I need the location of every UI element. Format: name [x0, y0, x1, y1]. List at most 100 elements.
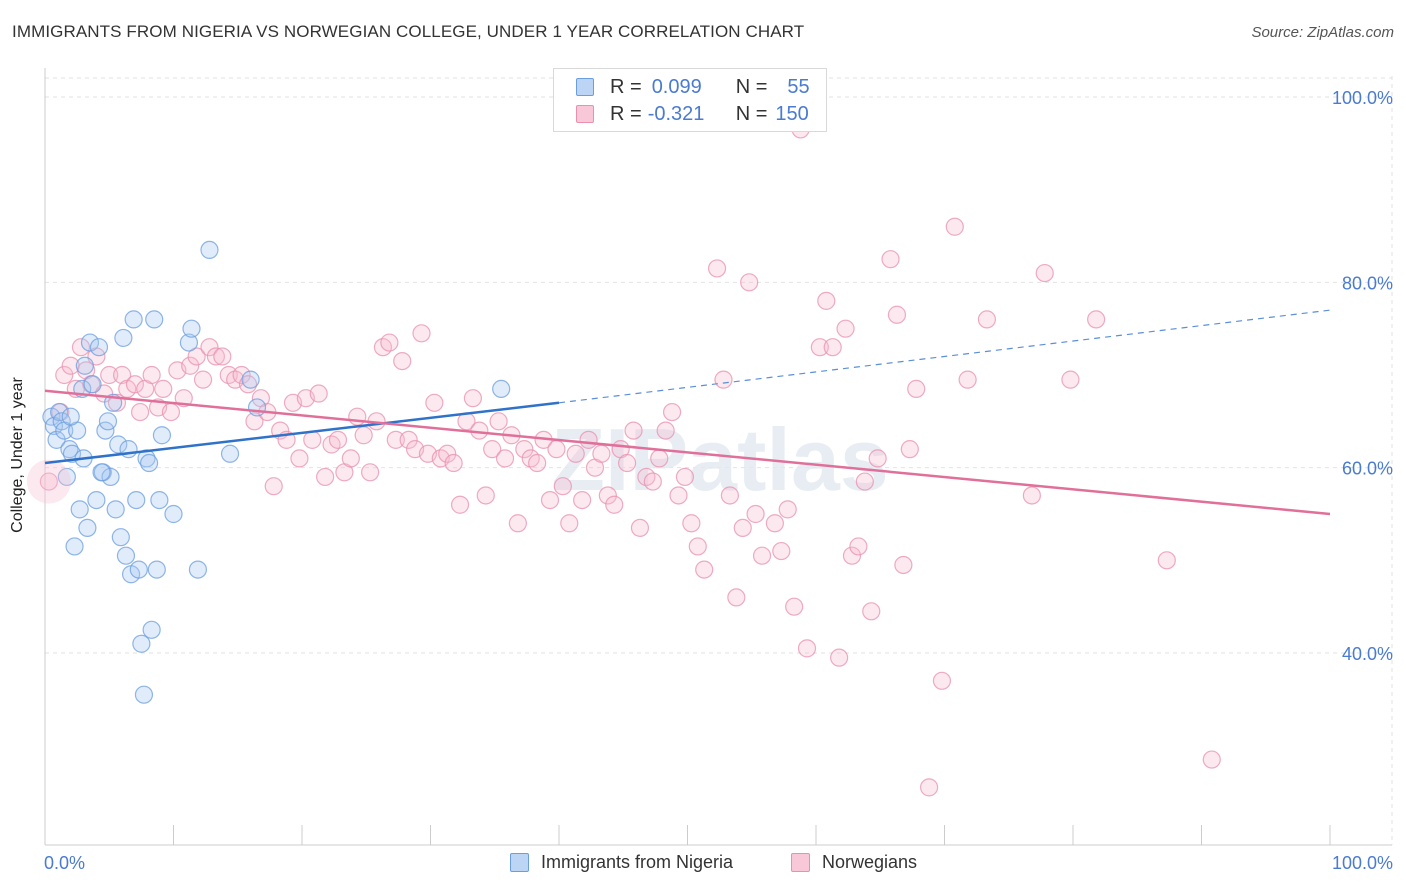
data-point-norwegians: [489, 412, 508, 431]
data-point-nigeria: [70, 500, 89, 519]
data-point-norwegians: [399, 430, 418, 449]
legend-item-nigeria[interactable]: Immigrants from Nigeria: [510, 852, 733, 873]
data-point-norwegians: [958, 370, 977, 389]
y-tick-label: 100.0%: [1332, 88, 1393, 108]
data-point-nigeria: [78, 518, 97, 538]
legend-row-norwegians: R = -0.321 N = 150: [576, 103, 809, 125]
data-point-nigeria: [247, 398, 267, 417]
data-point-norwegians: [907, 379, 926, 398]
axes: [44, 68, 1392, 846]
data-point-norwegians: [1061, 370, 1080, 389]
data-point-norwegians: [836, 319, 855, 338]
legend-swatch-norwegians: [791, 853, 810, 872]
data-point-nigeria: [492, 379, 511, 398]
data-point-norwegians: [450, 495, 470, 514]
data-point-norwegians: [425, 393, 444, 412]
data-point-nigeria: [89, 338, 109, 357]
data-point-norwegians: [463, 389, 483, 408]
data-point-norwegians: [605, 495, 624, 514]
legend-item-norwegians[interactable]: Norwegians: [791, 852, 917, 873]
data-point-norwegians: [720, 486, 740, 505]
data-point-norwegians: [1035, 263, 1054, 283]
data-point-norwegians: [444, 453, 463, 473]
data-point-norwegians: [682, 514, 701, 533]
data-point-norwegians: [181, 356, 200, 375]
data-point-nigeria: [150, 491, 169, 510]
data-point-nigeria: [111, 528, 130, 547]
trend-line-nigeria: [44, 401, 560, 465]
data-point-norwegians: [412, 324, 431, 343]
data-point-norwegians: [855, 472, 874, 491]
source-label: Source: ZipAtlas.com: [1251, 24, 1394, 41]
data-point-norwegians: [540, 491, 560, 510]
data-point-norwegians: [862, 602, 881, 621]
data-point-norwegians: [849, 537, 868, 556]
data-point-norwegians: [187, 347, 206, 366]
data-point-norwegians: [746, 504, 765, 524]
data-point-nigeria: [124, 310, 143, 329]
data-point-norwegians: [624, 421, 643, 440]
data-point-norwegians: [547, 440, 566, 459]
data-point-nigeria: [109, 435, 128, 454]
data-point-norwegians: [515, 440, 534, 459]
data-point-nigeria: [134, 685, 154, 704]
data-point-norwegians: [309, 384, 328, 403]
data-point-nigeria: [132, 634, 151, 653]
data-point-norwegians: [55, 365, 74, 385]
n-label: N =: [735, 75, 768, 98]
data-point-norwegians: [130, 402, 150, 422]
data-point-norwegians: [881, 250, 900, 269]
data-point-norwegians: [977, 310, 997, 329]
legend-label-norwegians: Norwegians: [822, 852, 918, 872]
data-point-norwegians: [560, 514, 579, 533]
data-point-norwegians: [1087, 310, 1106, 329]
data-point-norwegians: [142, 365, 161, 385]
data-point-norwegians: [573, 491, 592, 510]
trend-lines: [44, 309, 1331, 516]
data-point-norwegians: [817, 291, 836, 310]
data-point-nigeria: [83, 375, 102, 394]
data-point-norwegians: [200, 338, 219, 357]
data-point-nigeria: [152, 426, 172, 445]
data-point-norwegians: [797, 639, 817, 658]
data-point-norwegians: [1157, 551, 1176, 570]
data-point-norwegians: [161, 402, 181, 422]
data-point-norwegians: [714, 370, 733, 389]
data-point-norwegians: [125, 375, 145, 394]
data-point-norwegians: [675, 467, 695, 487]
data-point-norwegians: [868, 449, 887, 468]
data-point-norwegians: [662, 402, 682, 422]
data-point-norwegians: [112, 365, 132, 385]
data-point-nigeria: [139, 453, 159, 473]
data-point-nigeria: [142, 620, 161, 639]
data-point-nigeria: [87, 491, 106, 510]
data-point-norwegians: [290, 449, 309, 468]
y-tick-label: 80.0%: [1342, 273, 1393, 293]
tick-labels: 40.0% 60.0% 80.0% 100.0% 0.0% 100.0%: [44, 88, 1393, 873]
data-point-nigeria: [129, 560, 148, 579]
data-point-nigeria: [75, 356, 94, 375]
series-legend: Immigrants from Nigeria Norwegians: [0, 852, 1406, 876]
data-point-norwegians: [894, 555, 913, 575]
data-point-norwegians: [656, 421, 675, 440]
data-point-nigeria: [106, 500, 125, 519]
data-point-norwegians: [630, 518, 650, 538]
n-value: 150: [775, 102, 809, 125]
stats-legend: R = 0.099 N = 55 R = -0.321 N = 150: [553, 68, 827, 132]
data-point-nigeria: [47, 430, 66, 449]
data-point-nigeria: [101, 467, 120, 487]
x-tick-label: 0.0%: [44, 853, 85, 873]
data-point-norwegians: [707, 259, 727, 278]
legend-row-nigeria: R = 0.099 N = 55: [576, 76, 810, 98]
data-point-nigeria: [57, 467, 76, 487]
data-point-nigeria: [188, 560, 208, 579]
data-point-nigeria: [116, 546, 136, 565]
data-point-nigeria: [164, 504, 183, 524]
r-label: R =: [610, 75, 642, 98]
r-value: 0.099: [651, 75, 702, 98]
y-tick-label: 40.0%: [1342, 644, 1393, 664]
data-point-norwegians: [887, 305, 907, 324]
n-value: 55: [787, 75, 810, 98]
data-point-norwegians: [765, 514, 784, 533]
